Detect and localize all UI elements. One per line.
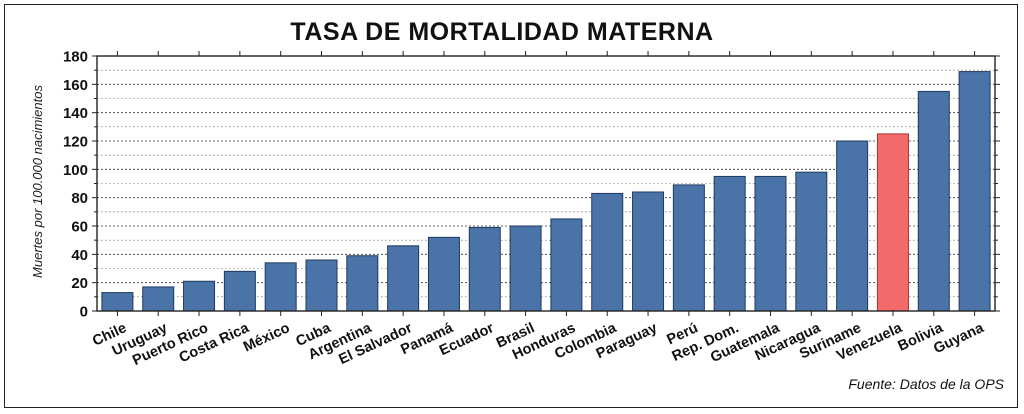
bar-chile — [101, 292, 134, 312]
bar-colombia — [591, 192, 624, 312]
bar-panamá — [427, 236, 460, 312]
x-tick-label: México — [241, 320, 292, 355]
bar-argentina — [346, 255, 379, 312]
y-tick-label: 140 — [63, 105, 88, 122]
bar-paraguay — [632, 191, 665, 312]
y-tick-label: 120 — [63, 134, 88, 151]
chart-title: TASA DE MORTALIDAD MATERNA — [290, 18, 714, 46]
bar-costa-rica — [223, 270, 256, 312]
bar-honduras — [550, 218, 583, 312]
bar-brasil — [509, 225, 542, 312]
source-note: Fuente: Datos de la OPS — [848, 376, 1004, 392]
y-tick-label: 80 — [71, 190, 88, 207]
y-tick-label: 160 — [63, 77, 88, 94]
y-tick-label: 20 — [71, 275, 88, 292]
bar-guyana — [958, 71, 991, 312]
y-tick-label: 100 — [63, 162, 88, 179]
y-tick-label: 40 — [71, 247, 88, 264]
bar-méxico — [264, 262, 297, 312]
bar-cuba — [305, 259, 338, 312]
bar-nicaragua — [795, 171, 828, 312]
bar-el-salvador — [387, 245, 420, 312]
bar-venezuela — [876, 133, 909, 312]
bar-rep-dom- — [713, 175, 746, 312]
bar-puerto-rico — [183, 280, 216, 312]
y-tick-label: 60 — [71, 219, 88, 236]
plot-border — [96, 55, 996, 312]
bar-perú — [672, 184, 705, 312]
bar-guatemala — [754, 175, 787, 312]
bar-ecuador — [468, 226, 501, 312]
bar-uruguay — [142, 286, 175, 312]
bar-bolivia — [917, 90, 950, 312]
y-tick-label: 0 — [80, 304, 88, 321]
bar-suriname — [836, 140, 869, 312]
y-tick-label: 180 — [63, 49, 88, 66]
y-axis-label: Muertes por 100.000 nacimientos — [30, 85, 45, 278]
